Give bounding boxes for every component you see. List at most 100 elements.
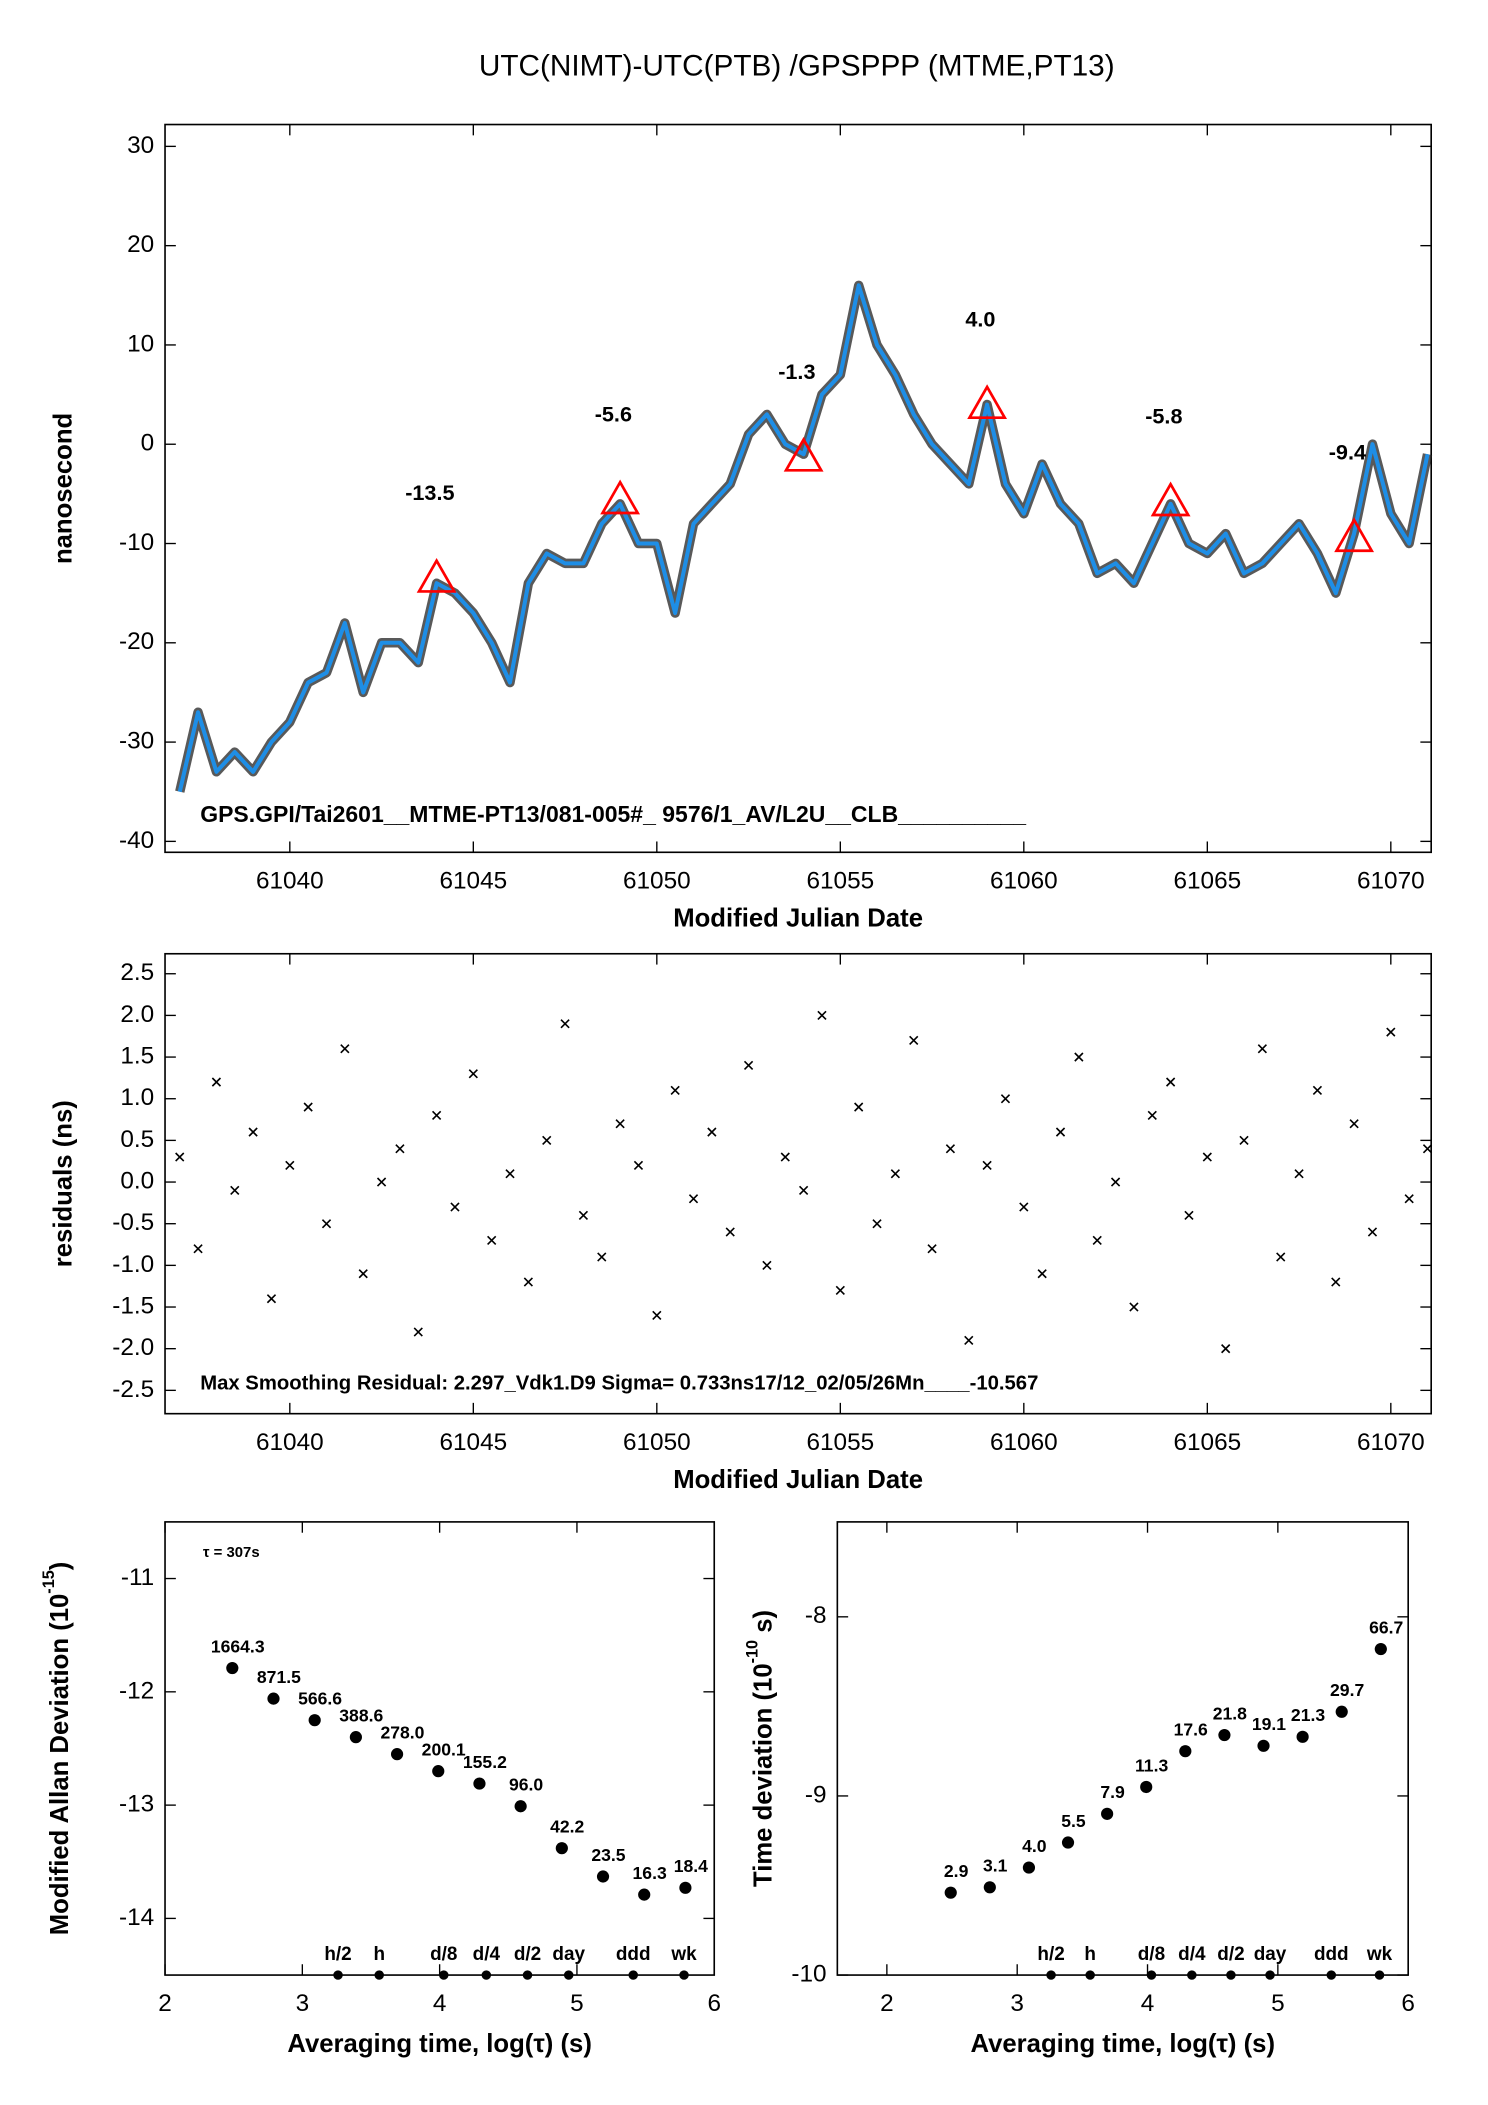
data-point [432, 1765, 445, 1778]
y-tick-label: -2.5 [112, 1376, 154, 1403]
residual-point [340, 1044, 350, 1054]
residual-point [780, 1152, 790, 1162]
value-label: 21.3 [1291, 1705, 1325, 1725]
residual-point [193, 1244, 203, 1254]
residual-point [1294, 1169, 1304, 1179]
residual-point [230, 1185, 240, 1196]
residual-point [909, 1035, 919, 1046]
residual-point [303, 1102, 313, 1112]
data-point [390, 1748, 404, 1761]
interval-marker [522, 1970, 533, 1980]
data-point [473, 1777, 486, 1790]
value-label: -5.8 [1145, 404, 1182, 429]
x-tick-label: 61065 [1173, 867, 1241, 894]
y-tick-label: -0.5 [112, 1209, 154, 1236]
annotation: τ = 307s [203, 1545, 260, 1561]
y-tick-label: 2.5 [120, 959, 154, 986]
residual-point [964, 1335, 974, 1345]
residual-point [1055, 1127, 1066, 1137]
y-tick-label: -10 [119, 529, 154, 556]
residual-point [597, 1252, 607, 1262]
residual-point [945, 1144, 956, 1154]
interval-marker [1085, 1970, 1095, 1980]
residual-point [468, 1069, 478, 1079]
y-tick-label: -13 [119, 1791, 154, 1818]
interval-marker [1374, 1970, 1385, 1980]
residual-point [1110, 1177, 1121, 1187]
residual-point [1037, 1269, 1047, 1279]
residual-point [175, 1152, 185, 1162]
residual-point [762, 1260, 772, 1270]
y-tick-label: -14 [119, 1904, 154, 1931]
x-tick-label: 3 [296, 1990, 310, 2017]
residual-point [1147, 1110, 1157, 1121]
data-point [983, 1881, 996, 1894]
data-point [1061, 1836, 1075, 1849]
y-tick-label: 0.0 [120, 1167, 154, 1194]
y-tick-label: -1.0 [112, 1251, 154, 1278]
interval-marker [563, 1970, 574, 1980]
interval-label: h [1084, 1944, 1096, 1965]
smoothed-line [177, 283, 1430, 793]
residual-point [1129, 1302, 1139, 1312]
value-label: 18.4 [674, 1856, 708, 1876]
y-tick-label: -10 [791, 1960, 826, 1987]
y-axis-label: residuals (ns) [50, 1100, 78, 1267]
value-label: 4.0 [965, 306, 995, 331]
y-axis-label-part: Modified Allan Deviation (10 [46, 1594, 74, 1936]
data-point [267, 1692, 280, 1705]
panel: 2 3 4 5 6 -14 -13 -12 -11 Averaging time, log(τ) … [40, 1521, 721, 2058]
y-axis-label-part: -10 [744, 1640, 762, 1663]
interval-marker [1226, 1970, 1236, 1980]
annotation: GPS.GPI/Tai2601__MTME-PT13/081-005#_ 957… [200, 801, 1026, 827]
residual-point [505, 1169, 515, 1179]
y-tick-label: -1.5 [112, 1292, 154, 1319]
residual-point [1331, 1277, 1341, 1287]
value-label: 4.0 [1022, 1836, 1047, 1856]
residual-point [1092, 1235, 1102, 1246]
x-tick-label: 3 [1010, 1990, 1024, 2017]
value-label: -5.6 [595, 402, 632, 427]
interval-label: d/8 [1138, 1944, 1165, 1965]
interval-marker [1187, 1970, 1197, 1980]
triangle-marker [783, 436, 824, 472]
interval-marker [1326, 1970, 1337, 1980]
residual-point [707, 1127, 717, 1137]
x-tick-label: 61050 [623, 1429, 691, 1456]
y-tick-label: 0 [141, 430, 155, 457]
residual-point [817, 1010, 827, 1021]
residual-point [1367, 1227, 1378, 1237]
interval-marker [439, 1970, 449, 1980]
plot-frame [164, 123, 1432, 854]
x-tick-label: 61065 [1173, 1429, 1241, 1456]
interval-marker [628, 1970, 638, 1980]
x-tick-label: 61060 [990, 1429, 1058, 1456]
value-label: 17.6 [1174, 1720, 1208, 1740]
x-tick-label: 61045 [439, 1429, 507, 1456]
residual-point [1386, 1027, 1396, 1037]
chart-title: UTC(NIMT)-UTC(PTB) /GPSPPP (MTME,PT13) [479, 50, 1115, 83]
panel: 61040 61045 61050 61055 61060 61065 61070 -40 -3… [50, 123, 1433, 933]
residual-point [1019, 1202, 1029, 1212]
data-point [596, 1870, 610, 1883]
y-axis-label-part: -15 [40, 1570, 58, 1593]
y-axis-label: nanosecond [50, 413, 78, 564]
interval-label: d/4 [1178, 1944, 1206, 1965]
y-tick-label: 20 [127, 231, 154, 258]
x-tick-label: 61070 [1357, 1429, 1425, 1456]
x-tick-label: 61045 [439, 867, 507, 894]
value-label: 1664.3 [211, 1636, 265, 1656]
y-tick-label: -40 [119, 827, 154, 854]
x-tick-label: 5 [570, 1990, 584, 2017]
x-tick-label: 61070 [1357, 867, 1425, 894]
y-tick-label: -8 [805, 1602, 827, 1629]
y-tick-label: 1.5 [120, 1042, 154, 1069]
residual-point [1239, 1135, 1249, 1146]
residual-point [248, 1127, 258, 1137]
y-tick-label: -2.0 [112, 1334, 154, 1361]
y-tick-label: -30 [119, 728, 154, 755]
residual-point [982, 1160, 992, 1171]
residual-point [1184, 1210, 1194, 1221]
